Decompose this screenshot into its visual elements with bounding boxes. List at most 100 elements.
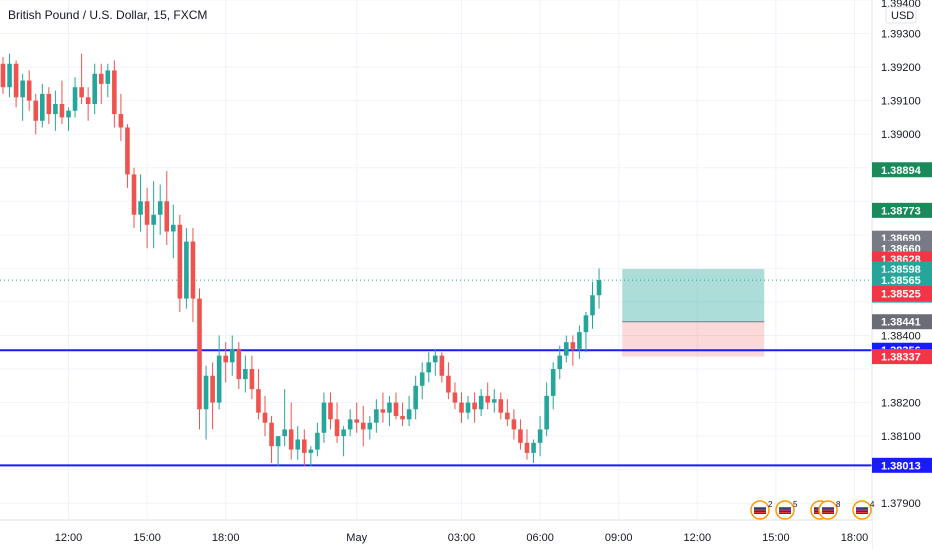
candle — [197, 288, 202, 430]
candle-body — [583, 315, 589, 333]
time-tick-label: May — [346, 532, 367, 544]
candle — [20, 73, 25, 121]
candle-body — [184, 241, 189, 299]
candle-body — [190, 241, 196, 299]
candle-body — [26, 80, 32, 101]
price-label-text: 1.38441 — [881, 317, 921, 329]
candle — [164, 171, 170, 245]
candle-body — [478, 395, 484, 410]
us-flag-icon[interactable]: 5 — [775, 500, 798, 520]
candle-body — [203, 375, 209, 410]
candle-body — [157, 201, 163, 215]
candle — [223, 342, 228, 383]
candle — [570, 335, 576, 366]
candle-body — [131, 174, 137, 215]
candle-body — [491, 399, 497, 403]
flag-stripe — [779, 507, 791, 509]
candle — [518, 419, 523, 450]
candle-body — [557, 355, 563, 370]
candle — [400, 402, 405, 427]
time-tick-label: 15:00 — [762, 532, 790, 544]
event-count: 8 — [836, 500, 841, 509]
candle-body — [380, 409, 386, 413]
chart-grid — [0, 0, 870, 520]
candle — [426, 352, 432, 383]
candle-body — [13, 63, 19, 98]
event-count: 2 — [768, 500, 773, 509]
candle-body — [446, 375, 451, 393]
price-tick-label: 1.39200 — [881, 62, 921, 74]
candle-body — [177, 224, 183, 299]
time-tick-label: 18:00 — [212, 532, 240, 544]
candle-body — [537, 429, 543, 443]
candle — [275, 436, 281, 467]
price-label-text: 1.38565 — [881, 275, 921, 287]
candle-body — [229, 348, 235, 363]
candle — [347, 409, 353, 437]
chart-title: British Pound / U.S. Dollar, 15, FXCM — [8, 8, 208, 22]
candle-body — [505, 412, 510, 420]
candle — [328, 392, 333, 430]
candle — [367, 416, 373, 440]
candle-body — [223, 355, 228, 363]
candle — [131, 167, 137, 229]
price-label-text: 1.38013 — [881, 460, 921, 472]
candle — [256, 369, 261, 420]
candle-body — [40, 93, 45, 121]
candle-body — [413, 385, 418, 410]
event-count: 4 — [870, 500, 875, 509]
candle — [0, 57, 6, 94]
candle-body — [544, 395, 549, 430]
candle — [544, 382, 549, 437]
candle-body — [570, 342, 576, 349]
currency-box[interactable] — [885, 6, 917, 24]
horizontal-lines — [0, 279, 872, 467]
candle — [478, 389, 484, 416]
price-label-text: 1.38894 — [881, 165, 922, 177]
candle-body — [295, 439, 301, 450]
currency-label[interactable]: USD — [891, 10, 914, 22]
candle-body — [125, 127, 130, 175]
candle — [269, 416, 274, 463]
candle — [33, 93, 39, 135]
candle-body — [243, 369, 248, 380]
candle — [511, 409, 517, 440]
candle-body — [328, 402, 333, 420]
candle — [596, 268, 602, 309]
flag-stripe — [754, 507, 766, 509]
candle — [315, 422, 320, 457]
event-markers: 25384 — [750, 500, 875, 520]
flag-stripe — [856, 507, 868, 509]
candle — [334, 402, 340, 443]
us-flag-icon[interactable]: 2 — [750, 500, 773, 520]
price-tick-label: 1.39000 — [881, 129, 921, 141]
candle — [433, 348, 438, 376]
price-label-text: 1.38773 — [881, 205, 921, 217]
candle-body — [387, 402, 392, 413]
price-label: 1.38525 — [872, 286, 932, 302]
flag-stripe — [779, 512, 791, 514]
us-flag-icon[interactable]: 8 — [818, 500, 841, 520]
candle — [26, 70, 32, 111]
candle-body — [315, 432, 320, 450]
candle — [577, 325, 582, 359]
candle-body — [85, 97, 91, 104]
candle — [341, 426, 346, 457]
candle-body — [485, 395, 490, 403]
us-flag-icon[interactable]: 4 — [852, 500, 875, 520]
candle-body — [59, 104, 65, 118]
candle-body — [341, 429, 346, 437]
candle-body — [282, 429, 287, 437]
candle — [46, 87, 52, 125]
candle — [282, 389, 287, 447]
candle-body — [105, 70, 111, 84]
candle-body — [439, 355, 445, 376]
candle-body — [46, 93, 52, 115]
candle — [7, 53, 12, 98]
candle — [413, 375, 418, 420]
price-label-text: 1.38337 — [881, 352, 921, 364]
price-label: 1.38337 — [872, 349, 932, 365]
price-label-text: 1.38525 — [881, 289, 921, 301]
